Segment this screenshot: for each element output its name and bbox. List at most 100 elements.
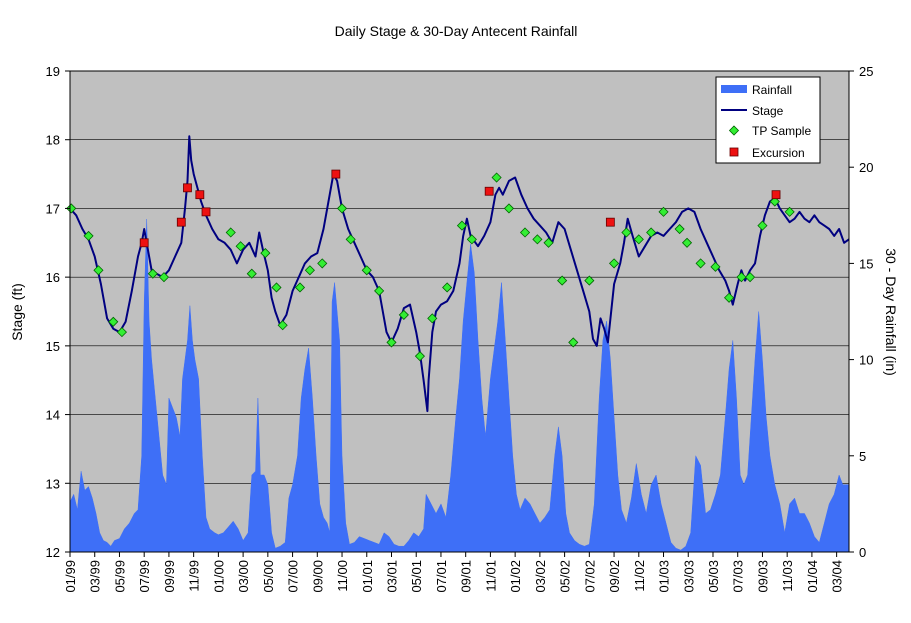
right-y-axis-ticks: 0 5 10 15 20 25 [849,64,873,560]
rainfall-area-series [69,219,850,553]
tp-sample-point [681,237,693,248]
rainfall-area [69,219,850,553]
x-tick-label: 09/00 [310,560,325,593]
tp-sample-point [116,327,127,338]
tp-sample-point [519,227,531,238]
tp-sample-point [491,172,502,183]
x-tick-label: 03/02 [533,560,548,593]
stage-line-series [69,135,850,413]
x-tick-label: 11/00 [335,560,350,592]
tp-sample-point [374,285,385,296]
tp-sample-point [442,282,453,293]
x-tick-label: 09/01 [459,560,474,593]
tp-sample-point [361,265,372,276]
x-tick-label: 11/01 [483,560,498,592]
legend-excursion-marker [729,147,739,157]
x-tick-label: 03/01 [384,560,399,593]
tp-sample-point [386,337,397,348]
legend: Rainfall Stage TP Sample Excursion [715,76,821,164]
left-tick-label: 17 [46,201,60,216]
right-tick-label: 25 [859,64,873,79]
tp-sample-point [260,248,271,259]
tp-sample-point [225,227,236,238]
excursion-point [139,238,149,248]
right-tick-label: 0 [859,545,866,560]
tp-sample-point [147,268,158,279]
excursion-point [605,217,615,227]
tp-sample-point [345,234,356,245]
x-tick-label: 01/03 [657,560,672,593]
right-tick-label: 15 [859,256,873,271]
x-tick-label: 09/03 [755,560,770,593]
tp-sample-point [304,265,315,276]
left-y-axis-label: Stage (ft) [9,283,25,341]
x-tick-label: 03/03 [681,560,696,593]
tp-sample-point [66,203,77,214]
legend-tp-sample-marker [728,125,740,136]
x-tick-label: 01/99 [63,560,78,593]
tp-sample-point [769,196,780,207]
excursion-point [331,169,341,179]
legend-rainfall-label: Rainfall [752,83,792,97]
tp-sample-point [317,258,328,269]
x-tick-label: 01/04 [805,560,820,593]
left-tick-label: 18 [46,133,60,148]
x-tick-label: 03/99 [88,560,103,593]
tp-sample-point [158,272,170,283]
tp-sample-point [456,220,468,231]
stage-line [69,135,850,413]
x-tick-label: 03/04 [830,560,845,593]
left-tick-label: 12 [46,545,60,560]
x-tick-label: 07/03 [731,560,746,593]
tp-sample-point [246,268,257,279]
tp-sample-point [83,230,94,241]
excursion-point [771,190,781,200]
tp-sample-point [621,227,632,238]
tp-sample-point [414,351,425,362]
left-tick-label: 13 [46,476,60,491]
tp-sample-point [784,206,795,217]
left-y-axis-ticks: 12 13 14 15 16 17 18 19 [46,64,70,560]
chart-title: Daily Stage & 30-Day Antecent Rainfall [335,23,578,39]
left-tick-label: 14 [46,408,60,423]
x-tick-label: 09/02 [607,560,622,593]
tp-sample-point [757,220,768,231]
x-tick-label: 07/99 [137,560,152,593]
tp-sample-point [646,227,657,238]
excursion-point [201,207,211,217]
tp-sample-point [427,313,438,324]
tp-sample-point [294,282,306,293]
tp-sample-point [336,203,348,214]
tp-sample-point [710,261,721,272]
legend-stage-label: Stage [752,104,784,118]
excursion-point [176,217,186,227]
excursion-point [183,183,192,193]
tp-sample-point [736,272,747,283]
excursion-point [484,186,494,196]
x-tick-label: 05/02 [558,560,573,593]
x-tick-label: 07/01 [434,560,449,593]
right-tick-label: 5 [859,449,866,464]
tp-sample-point [108,316,119,327]
left-tick-label: 16 [46,270,60,285]
x-tick-label: 11/99 [187,560,202,592]
x-tick-label: 05/01 [409,560,424,593]
tp-sample-point [543,237,554,248]
tp-sample-point [466,234,477,245]
tp-sample-point [723,292,735,303]
left-tick-label: 19 [46,64,60,79]
tp-sample-point [695,258,706,269]
tp-sample-point [271,282,282,293]
x-tick-label: 01/02 [508,560,523,593]
tp-sample-point [584,275,595,286]
tp-sample-point [557,275,568,286]
tp-sample-point [93,265,104,276]
excursion-markers [139,169,781,248]
excursion-point [195,190,205,200]
tp-sample-point [532,234,543,245]
tp-sample-point [398,309,409,321]
tp-sample-point [503,203,515,214]
x-axis-ticks: 01/99 03/99 05/99 07/99 09/99 11/99 01/00 03/00… [63,552,845,593]
x-tick-label: 11/02 [632,560,647,592]
